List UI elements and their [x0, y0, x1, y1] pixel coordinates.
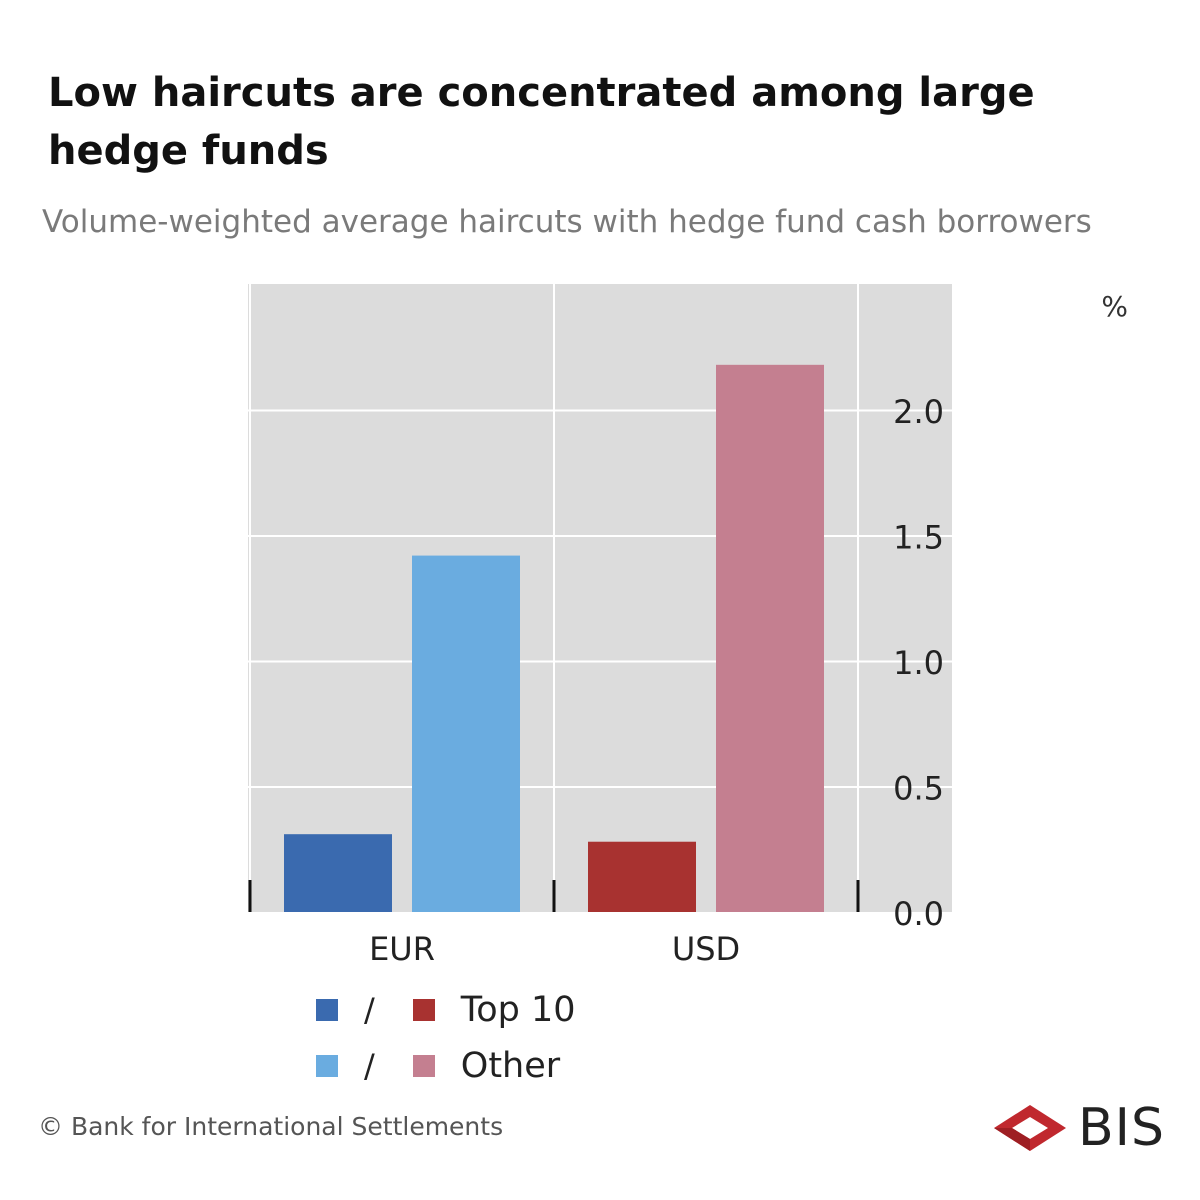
- bis-logo-text: BIS: [1078, 1098, 1166, 1158]
- bar-usd-other: [716, 364, 824, 912]
- legend-separator: /: [364, 1047, 375, 1085]
- legend-label: Other: [460, 1046, 561, 1086]
- legend-row-other: / Other: [316, 1046, 560, 1086]
- bis-logo-icon: [994, 1105, 1066, 1151]
- bis-logo: BIS: [992, 1098, 1165, 1158]
- y-tick-label-3: 1.5: [893, 519, 944, 557]
- x-tick-label-usd: USD: [672, 930, 740, 968]
- plot-area: [248, 284, 952, 912]
- copyright-footer: © Bank for International Settlements: [38, 1112, 504, 1141]
- bar-eur-other: [412, 555, 520, 912]
- y-tick-label-4: 2.0: [893, 393, 944, 431]
- x-tick-label-eur: EUR: [369, 930, 435, 968]
- legend-separator: /: [364, 991, 375, 1029]
- chart-title: Low haircuts are concentrated among larg…: [48, 70, 1035, 174]
- legend-swatch-usd: [412, 1055, 435, 1077]
- y-tick-label-0: 0.0: [893, 895, 944, 933]
- legend-row-top-10: / Top 10: [316, 990, 576, 1030]
- y-tick-label-1: 0.5: [893, 770, 944, 808]
- y-tick-label-2: 1.0: [893, 644, 944, 682]
- y-axis-unit-label: %: [1101, 290, 1128, 323]
- legend-label: Top 10: [460, 990, 576, 1030]
- legend-swatch-eur: [316, 999, 338, 1021]
- legend-swatch-usd: [412, 999, 435, 1021]
- bar-usd-top-10: [588, 841, 696, 912]
- bar-eur-top-10: [284, 834, 392, 912]
- chart-subtitle: Volume-weighted average haircuts with he…: [42, 204, 1092, 240]
- legend-swatch-eur: [316, 1055, 338, 1077]
